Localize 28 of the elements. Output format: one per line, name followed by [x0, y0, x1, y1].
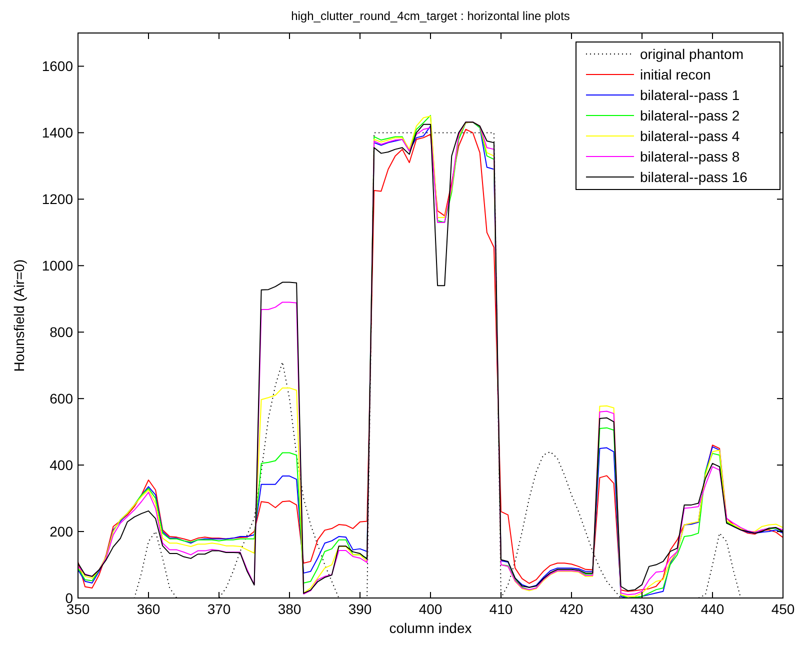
x-tick-label: 440: [700, 601, 724, 617]
y-axis-title: Hounsfield (Air=0): [11, 259, 27, 372]
y-tick-label: 1000: [42, 258, 74, 274]
y-tick-label: 400: [50, 457, 74, 474]
x-tick-label: 420: [560, 601, 584, 617]
y-tick-label: 200: [50, 524, 74, 540]
y-tick-label: 1400: [42, 124, 74, 141]
chart-title: high_clutter_round_4cm_target : horizontal line plots: [291, 9, 570, 23]
x-tick-label: 400: [418, 601, 442, 617]
x-tick-label: 410: [489, 601, 513, 617]
legend-label: bilateral--pass 2: [640, 108, 740, 124]
y-tick-label: 800: [50, 324, 74, 340]
x-tick-label: 390: [348, 601, 372, 617]
legend-label: bilateral--pass 16: [640, 169, 748, 185]
x-axis-title: column index: [389, 620, 472, 636]
x-tick-label: 450: [771, 601, 795, 617]
legend-label: bilateral--pass 8: [640, 148, 740, 164]
y-tick-label: 1600: [42, 58, 74, 74]
legend-label: original phantom: [640, 46, 744, 62]
x-tick-label: 360: [136, 601, 160, 617]
legend-label: bilateral--pass 1: [640, 87, 740, 103]
x-tick-label: 380: [278, 601, 302, 617]
x-tick-label: 370: [207, 601, 231, 617]
y-tick-label: 1200: [42, 191, 74, 208]
legend-label: bilateral--pass 4: [640, 128, 740, 144]
y-tick-label: 600: [50, 390, 74, 407]
x-tick-label: 430: [630, 601, 654, 617]
legend-label: initial recon: [640, 66, 711, 82]
